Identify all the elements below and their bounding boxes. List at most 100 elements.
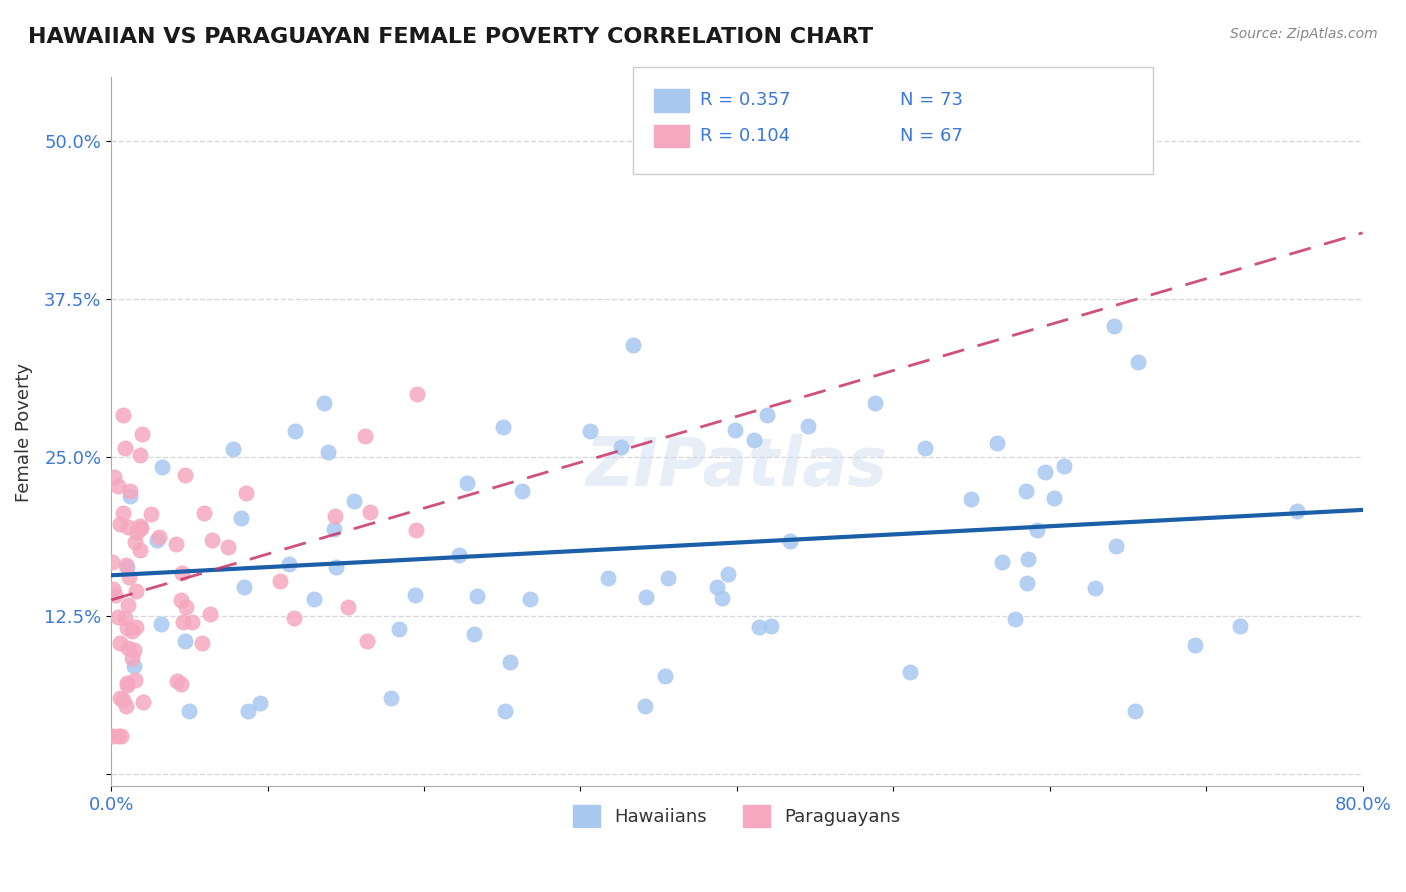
Point [114,441,136,455]
Point [166,674,188,689]
Point [1004,611,1026,625]
Point [797,418,820,433]
Point [456,475,478,490]
Point [756,408,779,422]
Point [494,704,516,718]
Point [959,491,981,506]
Point [269,574,291,588]
Point [131,695,153,709]
Point [491,419,513,434]
Point [103,582,125,596]
Point [174,467,197,482]
Point [717,566,740,581]
Point [748,620,770,634]
Point [724,423,747,437]
Point [579,424,602,438]
Point [125,620,148,634]
Point [117,641,139,656]
Point [388,622,411,636]
Point [128,519,150,533]
Point [449,549,471,563]
Point [104,588,127,602]
Point [1123,704,1146,718]
Point [101,556,124,570]
Point [122,658,145,673]
Point [744,433,766,447]
Point [1104,318,1126,333]
Point [129,521,152,535]
Point [621,338,644,352]
Point [634,590,657,604]
Text: N = 67: N = 67 [900,127,963,145]
Point [198,607,221,622]
Point [322,523,344,537]
Point [380,690,402,705]
Point [898,665,921,679]
Point [121,624,143,638]
Point [609,440,631,454]
Point [108,636,131,650]
Point [1043,491,1066,506]
Point [107,729,129,743]
Point [124,583,146,598]
Point [249,696,271,710]
Point [1053,458,1076,473]
Point [711,591,734,605]
Point [325,560,347,574]
Point [359,505,381,519]
Point [191,636,214,650]
Point [103,729,125,743]
Legend: Hawaiians, Paraguayans: Hawaiians, Paraguayans [565,797,908,834]
Point [232,580,254,594]
Point [512,484,534,499]
Point [149,616,172,631]
Point [1017,551,1039,566]
Point [110,729,132,743]
Point [519,591,541,606]
Point [129,543,152,558]
Point [323,508,346,523]
Point [180,615,202,630]
Point [1014,483,1036,498]
Point [118,483,141,498]
Point [124,673,146,687]
Point [128,448,150,462]
Point [222,442,245,456]
Point [107,479,129,493]
Point [110,517,132,532]
Y-axis label: Female Poverty: Female Poverty [15,362,32,501]
Point [124,535,146,549]
Point [118,570,141,584]
Point [405,523,427,537]
Point [353,429,375,443]
Point [148,530,170,544]
Point [657,570,679,584]
Point [236,704,259,718]
Point [991,555,1014,569]
Point [284,424,307,438]
Point [914,441,936,455]
Point [118,489,141,503]
Point [986,435,1008,450]
Text: R = 0.104: R = 0.104 [700,127,790,145]
Point [406,387,429,401]
Point [117,599,139,613]
Point [706,580,728,594]
Point [463,627,485,641]
Point [170,593,193,607]
Point [170,677,193,691]
Point [863,396,886,410]
Point [598,571,620,585]
Point [302,592,325,607]
Text: HAWAIIAN VS PARAGUAYAN FEMALE POVERTY CORRELATION CHART: HAWAIIAN VS PARAGUAYAN FEMALE POVERTY CO… [28,27,873,46]
Point [141,507,163,521]
Point [121,651,143,665]
Point [235,486,257,500]
Point [314,396,336,410]
Point [277,558,299,572]
Point [174,599,197,614]
Point [117,560,139,574]
Point [1229,619,1251,633]
Point [165,537,187,551]
Point [172,615,194,630]
